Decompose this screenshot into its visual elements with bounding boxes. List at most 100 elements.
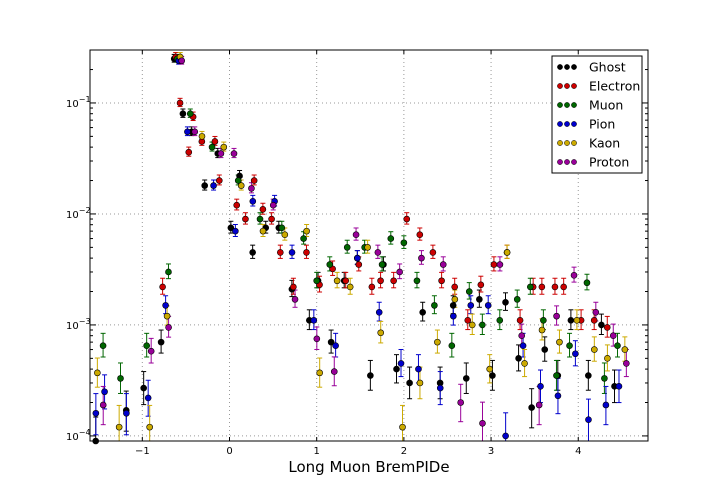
data-point	[234, 177, 242, 184]
data-point	[215, 177, 223, 184]
data-point	[479, 321, 486, 329]
data-point	[227, 224, 235, 232]
data-point	[313, 335, 321, 343]
data-point	[570, 272, 578, 279]
data-point	[490, 261, 498, 268]
data-point	[249, 249, 256, 256]
data-point	[566, 342, 573, 349]
data-point	[462, 375, 470, 382]
data-point	[573, 317, 581, 324]
data-point	[277, 249, 284, 256]
legend-entry-pion: Pion	[557, 117, 615, 132]
data-point	[541, 346, 549, 353]
data-point	[484, 302, 492, 309]
data-point	[431, 302, 438, 309]
data-point	[303, 227, 310, 235]
data-point	[451, 296, 459, 303]
data-point	[519, 342, 527, 349]
data-point	[374, 249, 382, 256]
data-point	[585, 416, 592, 424]
legend-label: Muon	[589, 98, 623, 113]
legend-marker	[557, 102, 563, 108]
data-point	[201, 182, 209, 189]
data-point	[419, 308, 426, 316]
legend-label: Kaon	[589, 136, 620, 151]
x-axis-title: Long Muon BremPIDe	[288, 458, 449, 476]
legend-marker	[564, 64, 570, 70]
data-point	[598, 321, 605, 329]
data-point	[291, 296, 299, 303]
data-point	[393, 365, 400, 373]
data-point	[186, 110, 194, 118]
data-point	[399, 423, 406, 431]
data-point	[179, 110, 187, 118]
data-point	[256, 215, 264, 223]
data-point	[615, 382, 623, 390]
data-point	[457, 399, 464, 406]
data-point	[450, 312, 457, 320]
data-point	[535, 401, 543, 409]
series-muon	[99, 55, 621, 382]
data-point	[416, 231, 424, 239]
legend-marker	[571, 140, 577, 146]
x-tick-label: 1	[314, 446, 320, 457]
legend-label: Proton	[589, 155, 629, 170]
data-point	[601, 375, 608, 382]
data-point	[553, 312, 560, 320]
data-point	[477, 281, 485, 289]
data-point	[518, 332, 526, 339]
data-point	[316, 369, 323, 377]
data-point	[592, 308, 600, 316]
y-tick-label: 10−3	[66, 317, 91, 332]
data-point	[300, 235, 307, 242]
data-point	[281, 231, 289, 239]
data-point	[429, 249, 437, 256]
data-point	[526, 283, 534, 291]
data-point	[415, 365, 422, 373]
data-point	[554, 392, 562, 400]
legend-entry-muon: Muon	[557, 98, 623, 113]
data-point	[515, 355, 522, 362]
legend-marker	[564, 121, 570, 127]
legend-marker	[571, 83, 577, 89]
data-point	[176, 99, 184, 107]
x-tick-label: −1	[135, 446, 150, 457]
data-point	[269, 201, 277, 209]
legend-marker	[564, 83, 570, 89]
data-point	[184, 128, 191, 136]
data-point	[217, 150, 225, 157]
data-point	[496, 317, 504, 324]
data-point	[413, 277, 421, 285]
data-point	[99, 401, 107, 409]
data-point	[528, 404, 535, 411]
y-tick-label: 10−1	[66, 95, 91, 110]
data-point	[468, 321, 476, 329]
data-point	[623, 360, 630, 367]
data-point	[250, 177, 258, 184]
data-point	[346, 283, 354, 291]
data-point	[406, 379, 413, 387]
data-point	[448, 342, 456, 349]
data-point	[237, 182, 245, 189]
data-point	[553, 372, 560, 379]
data-point	[609, 332, 617, 339]
legend-marker	[571, 64, 577, 70]
legend-entry-ghost: Ghost	[557, 60, 626, 75]
data-point	[465, 288, 473, 295]
data-point	[143, 342, 150, 349]
data-point	[92, 409, 100, 417]
data-point	[232, 227, 239, 235]
data-point	[355, 261, 363, 268]
x-tick-label: 2	[401, 446, 407, 457]
axis-ticks: −1 0 1 2 3 4 10−4 10−3 10−2 10−1	[66, 50, 648, 457]
data-point	[551, 283, 559, 291]
data-point	[403, 215, 411, 223]
data-point	[572, 350, 579, 358]
data-point	[503, 249, 511, 256]
data-point	[165, 324, 172, 331]
data-point	[310, 317, 318, 324]
legend-box	[551, 55, 643, 174]
data-point	[449, 302, 457, 309]
data-point	[486, 365, 494, 373]
data-point	[242, 215, 249, 223]
